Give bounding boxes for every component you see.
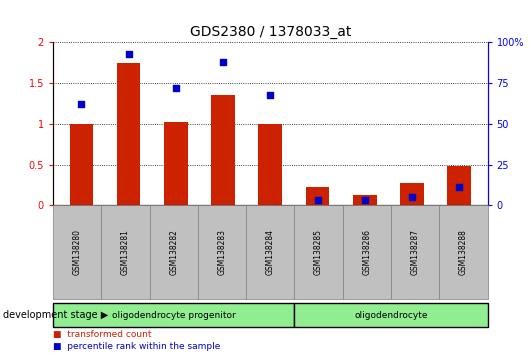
Point bbox=[77, 102, 85, 107]
Bar bbox=[117, 63, 140, 205]
Text: oligodendrocyte: oligodendrocyte bbox=[354, 310, 428, 320]
Point bbox=[360, 198, 369, 203]
Text: GSM138286: GSM138286 bbox=[363, 229, 372, 275]
Text: GSM138288: GSM138288 bbox=[459, 229, 468, 275]
Bar bbox=[306, 187, 329, 205]
Bar bbox=[447, 166, 471, 205]
Text: ■  transformed count: ■ transformed count bbox=[53, 330, 152, 339]
Text: development stage ▶: development stage ▶ bbox=[3, 310, 108, 320]
Bar bbox=[164, 122, 188, 205]
Text: ■  percentile rank within the sample: ■ percentile rank within the sample bbox=[53, 342, 220, 352]
Point bbox=[172, 85, 180, 91]
Bar bbox=[400, 183, 424, 205]
Point bbox=[219, 59, 227, 65]
Bar bbox=[353, 195, 377, 205]
Text: GSM138287: GSM138287 bbox=[411, 229, 420, 275]
Title: GDS2380 / 1378033_at: GDS2380 / 1378033_at bbox=[190, 25, 351, 39]
Bar bbox=[259, 124, 282, 205]
Point bbox=[125, 51, 133, 57]
Point bbox=[313, 198, 322, 203]
Point bbox=[266, 92, 275, 97]
Text: GSM138281: GSM138281 bbox=[121, 229, 130, 275]
Text: GSM138280: GSM138280 bbox=[73, 229, 82, 275]
Text: GSM138285: GSM138285 bbox=[314, 229, 323, 275]
Bar bbox=[69, 124, 93, 205]
Text: GSM138284: GSM138284 bbox=[266, 229, 275, 275]
Text: oligodendrocyte progenitor: oligodendrocyte progenitor bbox=[112, 310, 236, 320]
Point bbox=[408, 194, 416, 200]
Text: GSM138283: GSM138283 bbox=[217, 229, 226, 275]
Bar bbox=[211, 96, 235, 205]
Point bbox=[455, 184, 464, 190]
Text: GSM138282: GSM138282 bbox=[169, 229, 178, 275]
